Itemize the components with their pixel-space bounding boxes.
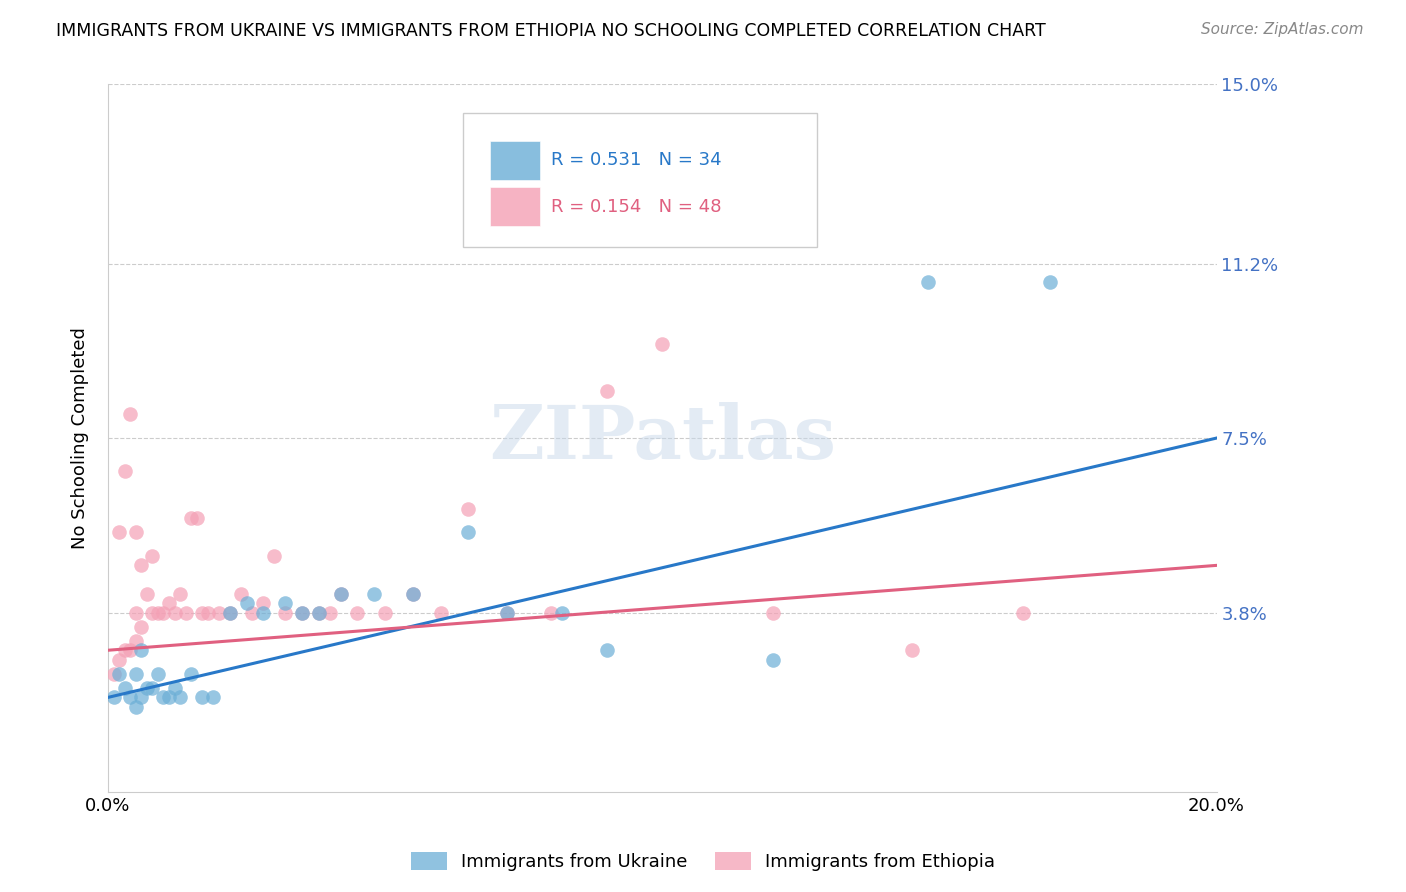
Point <box>103 690 125 705</box>
Point <box>274 596 297 610</box>
Point <box>108 525 131 540</box>
Point <box>152 690 174 705</box>
Point <box>146 606 169 620</box>
Point <box>114 464 136 478</box>
Y-axis label: No Schooling Completed: No Schooling Completed <box>72 327 89 549</box>
Point <box>229 587 252 601</box>
Text: R = 0.154   N = 48: R = 0.154 N = 48 <box>551 198 721 216</box>
Point <box>540 606 562 620</box>
Point <box>152 606 174 620</box>
Point <box>219 606 242 620</box>
Point <box>169 587 191 601</box>
Point <box>551 606 574 620</box>
Point <box>374 606 396 620</box>
Text: ZIPatlas: ZIPatlas <box>489 401 835 475</box>
Point <box>596 643 619 657</box>
FancyBboxPatch shape <box>491 187 540 226</box>
Point <box>402 587 425 601</box>
Point <box>457 525 479 540</box>
Legend: Immigrants from Ukraine, Immigrants from Ethiopia: Immigrants from Ukraine, Immigrants from… <box>404 845 1002 879</box>
Point <box>762 606 785 620</box>
Point <box>125 666 148 681</box>
Point <box>318 606 340 620</box>
Point <box>329 587 352 601</box>
Point <box>252 606 274 620</box>
FancyBboxPatch shape <box>463 112 817 247</box>
Point <box>496 606 519 620</box>
Point <box>363 587 385 601</box>
Point <box>103 666 125 681</box>
Point <box>252 596 274 610</box>
Point <box>120 643 142 657</box>
Point <box>174 606 197 620</box>
Point <box>186 511 208 525</box>
Point <box>263 549 285 563</box>
Point <box>917 276 939 290</box>
Point <box>120 408 142 422</box>
Point <box>191 606 214 620</box>
Point <box>191 690 214 705</box>
Point <box>346 606 368 620</box>
Point <box>114 643 136 657</box>
Point <box>141 606 163 620</box>
Point <box>457 501 479 516</box>
Point <box>1039 276 1062 290</box>
Point <box>169 690 191 705</box>
Point <box>208 606 231 620</box>
Point <box>157 596 180 610</box>
Point <box>135 681 157 695</box>
Point <box>108 653 131 667</box>
Point <box>129 558 152 573</box>
Point <box>1011 606 1033 620</box>
Text: Source: ZipAtlas.com: Source: ZipAtlas.com <box>1201 22 1364 37</box>
Point <box>125 525 148 540</box>
Point <box>157 690 180 705</box>
Point <box>219 606 242 620</box>
Point <box>125 699 148 714</box>
Point <box>146 666 169 681</box>
Point <box>197 606 219 620</box>
Point <box>141 549 163 563</box>
Point <box>141 681 163 695</box>
Point <box>129 620 152 634</box>
Point <box>496 606 519 620</box>
Point <box>308 606 330 620</box>
Point <box>129 690 152 705</box>
Point <box>291 606 314 620</box>
Point <box>163 606 186 620</box>
Point <box>108 666 131 681</box>
Point <box>120 690 142 705</box>
Point <box>125 633 148 648</box>
Text: R = 0.531   N = 34: R = 0.531 N = 34 <box>551 151 723 169</box>
Point <box>762 653 785 667</box>
Point <box>402 587 425 601</box>
Point <box>429 606 451 620</box>
Point <box>114 681 136 695</box>
Point <box>291 606 314 620</box>
FancyBboxPatch shape <box>491 141 540 180</box>
Point <box>135 587 157 601</box>
Point <box>180 666 202 681</box>
Point <box>274 606 297 620</box>
Point <box>163 681 186 695</box>
Point <box>180 511 202 525</box>
Point <box>240 606 263 620</box>
Point <box>596 384 619 398</box>
Point <box>900 643 922 657</box>
Point <box>129 643 152 657</box>
Text: IMMIGRANTS FROM UKRAINE VS IMMIGRANTS FROM ETHIOPIA NO SCHOOLING COMPLETED CORRE: IMMIGRANTS FROM UKRAINE VS IMMIGRANTS FR… <box>56 22 1046 40</box>
Point <box>329 587 352 601</box>
Point <box>651 336 673 351</box>
Point <box>202 690 225 705</box>
Point <box>235 596 257 610</box>
Point <box>125 606 148 620</box>
Point <box>308 606 330 620</box>
